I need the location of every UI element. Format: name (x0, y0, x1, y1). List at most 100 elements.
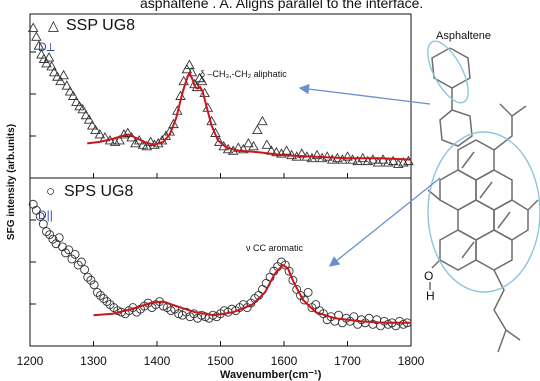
top-data-point (337, 154, 348, 164)
x-tick-label: 1200 (17, 354, 44, 368)
hydroxyl-h-label: H (426, 289, 435, 303)
top-data-point (145, 136, 156, 146)
top-data-point (52, 71, 63, 81)
bottom-data-point (303, 287, 313, 297)
top-data-point (31, 31, 42, 41)
bottom-data-point (99, 294, 109, 303)
x-tick-label: 1600 (271, 354, 298, 368)
top-data-point (248, 140, 259, 151)
top-data-point (168, 118, 179, 129)
top-data-point (387, 155, 399, 166)
top-data-point (342, 151, 353, 161)
top-data-point (33, 40, 45, 50)
top-data-point (311, 149, 323, 160)
bottom-data-point (61, 248, 71, 258)
x-tick-label: 1700 (334, 354, 361, 368)
top-annotation: δ –CH₃,-CH₂ aliphatic (200, 69, 287, 79)
bottom-data-point (38, 219, 48, 229)
top-data-point (55, 75, 66, 86)
aromatic-arrow (328, 177, 441, 267)
top-data-point (86, 120, 98, 130)
y-ticks (30, 51, 36, 305)
asphaltene-structure-icon (427, 47, 539, 353)
bottom-data-point (96, 290, 105, 300)
top-data-point (306, 152, 318, 163)
bottom-data-point (35, 211, 45, 221)
top-data-point (58, 69, 69, 80)
top-data-point (41, 58, 52, 68)
bottom-data-point (48, 234, 58, 244)
x-tick-labels: 1200 1300 1400 1500 1600 1700 1800 (17, 354, 425, 368)
top-data-point (271, 146, 282, 157)
x-ticks (29, 173, 412, 346)
bottom-data-point (54, 233, 64, 243)
bottom-annotation: ν CC aromatic (246, 243, 304, 253)
bottom-fit-line (93, 263, 411, 324)
top-data-point (403, 155, 414, 166)
top-data-point (243, 137, 254, 148)
top-data-point (296, 148, 308, 158)
top-fit-line (87, 71, 412, 161)
top-data-point (372, 157, 384, 167)
top-data-point (43, 52, 55, 62)
top-data-point (118, 129, 130, 139)
top-data-point (77, 103, 88, 114)
top-data-point (27, 22, 39, 32)
top-data-point (281, 145, 292, 155)
bottom-data-point (89, 280, 99, 290)
x-tick-label: 1400 (144, 354, 171, 368)
bottom-data-point (83, 272, 93, 282)
bottom-data-point (196, 310, 206, 320)
bottom-data-point (42, 227, 51, 237)
top-data-point (213, 136, 225, 146)
top-data-point (46, 60, 57, 71)
top-panel-title: SSP UG8 (66, 17, 135, 34)
top-data-point (109, 136, 121, 146)
bottom-data-point (86, 275, 96, 285)
top-data-point (184, 59, 195, 69)
aliphatic-arrow (298, 83, 431, 105)
top-data-point (122, 127, 134, 137)
top-data-point (80, 109, 92, 120)
top-data-point (196, 75, 208, 86)
top-data-point (238, 143, 249, 154)
x-axis-label: Wavenumber(cm⁻¹) (220, 369, 322, 381)
top-data-point (36, 49, 47, 59)
bottom-data-point (299, 295, 309, 305)
header-text: asphaltene . A. Aligns parallel to the i… (140, 0, 423, 11)
top-data-point (90, 124, 101, 134)
bottom-data-point (45, 230, 55, 240)
top-data-point (261, 139, 273, 149)
top-data-point (64, 86, 76, 96)
bottom-data-point (73, 260, 83, 270)
top-data-point (352, 155, 363, 166)
bottom-data-point (67, 254, 77, 264)
bottom-data-point (76, 257, 86, 267)
bottom-data-point (102, 297, 112, 306)
top-data-point (61, 80, 73, 90)
hydroxyl-o-label: O (424, 269, 433, 283)
bottom-data-point (398, 319, 408, 329)
bottom-panel-title-icon: ○ (46, 183, 55, 200)
top-data-points (27, 22, 414, 169)
top-data-point (67, 90, 79, 100)
top-data-point (252, 124, 263, 134)
bottom-data-point (166, 306, 176, 316)
top-data-point (71, 96, 82, 106)
top-data-point (276, 148, 287, 158)
x-tick-label: 1800 (398, 354, 425, 368)
top-data-point (130, 137, 141, 148)
x-tick-label: 1300 (80, 354, 107, 368)
aromatic-highlight-ellipse (427, 131, 540, 293)
bottom-data-point (288, 275, 298, 285)
aliphatic-highlight-ellipse (427, 40, 469, 104)
bottom-panel-title: SPS UG8 (64, 183, 133, 200)
x-tick-label: 1500 (207, 354, 234, 368)
top-data-point (257, 115, 268, 126)
bottom-data-points (28, 199, 412, 331)
bottom-data-point (70, 249, 80, 259)
molecule-label: Asphaltene (436, 30, 491, 42)
bottom-data-point (92, 287, 102, 297)
bottom-data-point (284, 266, 294, 276)
